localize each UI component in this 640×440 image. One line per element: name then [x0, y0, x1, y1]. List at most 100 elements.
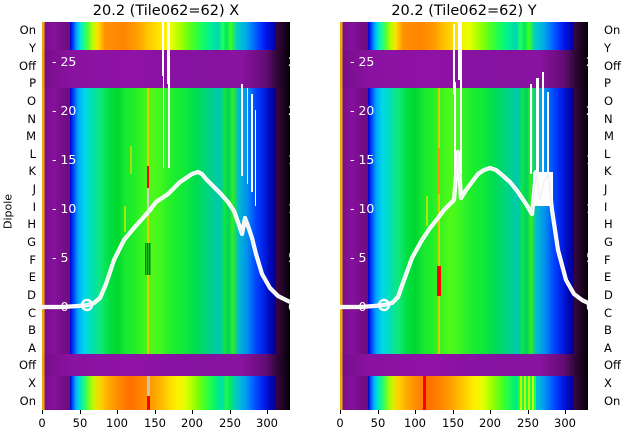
- categorical-tick-left-off-2: Off: [19, 59, 36, 73]
- categorical-tick-left-n-5: N: [27, 112, 36, 126]
- categorical-tick-left-i-10: I: [32, 200, 36, 214]
- categorical-tick-right-l-7: L: [604, 147, 611, 161]
- value-tick-right-outer-20: 20: [586, 103, 602, 118]
- band-main-colormap-y: [368, 88, 574, 354]
- categorical-tick-right-e-14: E: [604, 270, 612, 284]
- separator-fill-lower-x: [42, 354, 290, 376]
- band-bottom-y: [340, 376, 588, 410]
- spike-y-7: [542, 72, 544, 192]
- categorical-tick-left-c-16: C: [27, 306, 36, 320]
- x-tick-mark-left-200: [192, 410, 193, 414]
- categorical-tick-right-b-17: B: [604, 323, 612, 337]
- categorical-axis-right: On Y Off P O N M L K J I H G F E D C B A Off X On: [602, 22, 636, 410]
- spike-x-1: [162, 22, 164, 76]
- inner-y-ticks-left-panel-outer: 25 20 15 10 5 0: [288, 22, 344, 410]
- marker-line-olive-y: [426, 196, 428, 226]
- categorical-tick-right-n-5: N: [604, 112, 613, 126]
- spike-x-6: [247, 88, 248, 184]
- x-tick-mark-right-50: [378, 410, 379, 414]
- categorical-tick-left-m-6: M: [26, 129, 36, 143]
- x-tick-mark-right-0: [340, 410, 341, 414]
- categorical-tick-left-e-14: E: [28, 270, 36, 284]
- bottom-marker-gray-x: [147, 376, 150, 396]
- x-tick-mark-right-200: [490, 410, 491, 414]
- spike-x-4: [168, 84, 170, 168]
- overlay-curve-x: [42, 169, 290, 312]
- categorical-tick-left-y-1: Y: [28, 41, 36, 55]
- heatmap-panel-y[interactable]: [340, 22, 588, 410]
- panel-title-x: 20.2 (Tile062=62) X: [92, 3, 240, 19]
- x-tick-mark-right-300: [565, 410, 566, 414]
- x-tick-label-left-200: 200: [181, 416, 203, 430]
- categorical-tick-left-p-3: P: [29, 76, 36, 90]
- band-top-x: [42, 22, 290, 50]
- categorical-tick-left-g-12: G: [27, 235, 36, 249]
- x-tick-label-left-0: 0: [38, 416, 46, 430]
- categorical-tick-right-j-9: J: [604, 182, 608, 196]
- x-tick-label-left-150: 150: [144, 416, 166, 430]
- spike-x-8: [255, 110, 256, 206]
- categorical-tick-right-h-11: H: [604, 217, 613, 231]
- band-bottom-x: [42, 376, 290, 410]
- categorical-tick-right-m-6: M: [604, 129, 614, 143]
- x-tick-mark-right-100: [415, 410, 416, 414]
- x-tick-label-right-250: 250: [517, 416, 539, 430]
- categorical-tick-left-on-21: On: [19, 394, 36, 408]
- x-axis-left: 0 50 100 150 200 250 300: [38, 410, 290, 438]
- band-separator-upper-y: [340, 50, 588, 88]
- categorical-tick-right-o-4: O: [604, 94, 614, 108]
- categorical-tick-right-i-10: I: [604, 200, 608, 214]
- value-tick-left-outer-25: 25: [288, 54, 304, 69]
- categorical-tick-right-g-12: G: [604, 235, 613, 249]
- bottom-marker-red-y: [423, 376, 426, 410]
- x-tick-mark-left-300: [267, 410, 268, 414]
- spike-y-5: [530, 84, 532, 174]
- spike-x-7: [251, 94, 253, 192]
- spike-y-1: [453, 24, 455, 94]
- categorical-tick-right-off-2: Off: [604, 59, 621, 73]
- value-tick-right-outer-15: 15: [586, 152, 602, 167]
- x-tick-label-right-300: 300: [554, 416, 576, 430]
- marker-line-orange-x: [147, 88, 149, 354]
- categorical-tick-right-on-21: On: [604, 394, 621, 408]
- marker-line-orange-y: [438, 88, 440, 354]
- categorical-tick-left-off-19: Off: [19, 358, 36, 372]
- separator-fill-y: [340, 50, 588, 88]
- marker-line-olive-x: [130, 146, 132, 174]
- categorical-tick-left-x-20: X: [28, 376, 36, 390]
- marker-line-gray-x: [147, 188, 149, 216]
- categorical-tick-right-y-1: Y: [604, 41, 612, 55]
- band-separator-lower-y: [340, 354, 588, 376]
- x-tick-label-right-150: 150: [442, 416, 464, 430]
- x-tick-label-left-50: 50: [72, 416, 88, 430]
- band-top-colormap-x: [70, 22, 276, 50]
- categorical-axis-left: On Y Off P O N M L K J I H G F E D C B A Off X On: [4, 22, 38, 410]
- band-bottom-colormap-y: [368, 376, 574, 410]
- x-tick-mark-left-250: [230, 410, 231, 414]
- categorical-tick-right-off-19: Off: [604, 358, 621, 372]
- value-tick-left-outer-15: 15: [288, 152, 304, 167]
- x-tick-label-left-250: 250: [219, 416, 241, 430]
- bottom-marker-red-x: [147, 396, 150, 410]
- categorical-tick-right-d-15: D: [604, 288, 613, 302]
- categorical-tick-right-c-16: C: [604, 306, 613, 320]
- categorical-tick-right-a-18: A: [604, 341, 612, 355]
- x-tick-label-right-100: 100: [404, 416, 426, 430]
- value-tick-left-outer-20: 20: [288, 103, 304, 118]
- separator-fill-x: [42, 50, 290, 88]
- categorical-tick-left-a-18: A: [28, 341, 36, 355]
- categorical-tick-left-b-17: B: [28, 323, 36, 337]
- spike-y-6: [536, 78, 539, 188]
- band-bottom-colormap-x: [70, 376, 276, 410]
- spike-x-2: [167, 22, 170, 84]
- categorical-tick-right-on-0: On: [604, 23, 621, 37]
- heatmap-panel-x[interactable]: [42, 22, 290, 410]
- categorical-tick-left-k-8: K: [28, 164, 36, 178]
- categorical-tick-left-o-4: O: [26, 94, 36, 108]
- x-tick-label-left-300: 300: [256, 416, 278, 430]
- categorical-tick-left-j-9: J: [32, 182, 36, 196]
- x-tick-label-left-100: 100: [106, 416, 128, 430]
- separator-fill-lower-y: [340, 354, 588, 376]
- x-tick-label-right-0: 0: [336, 416, 344, 430]
